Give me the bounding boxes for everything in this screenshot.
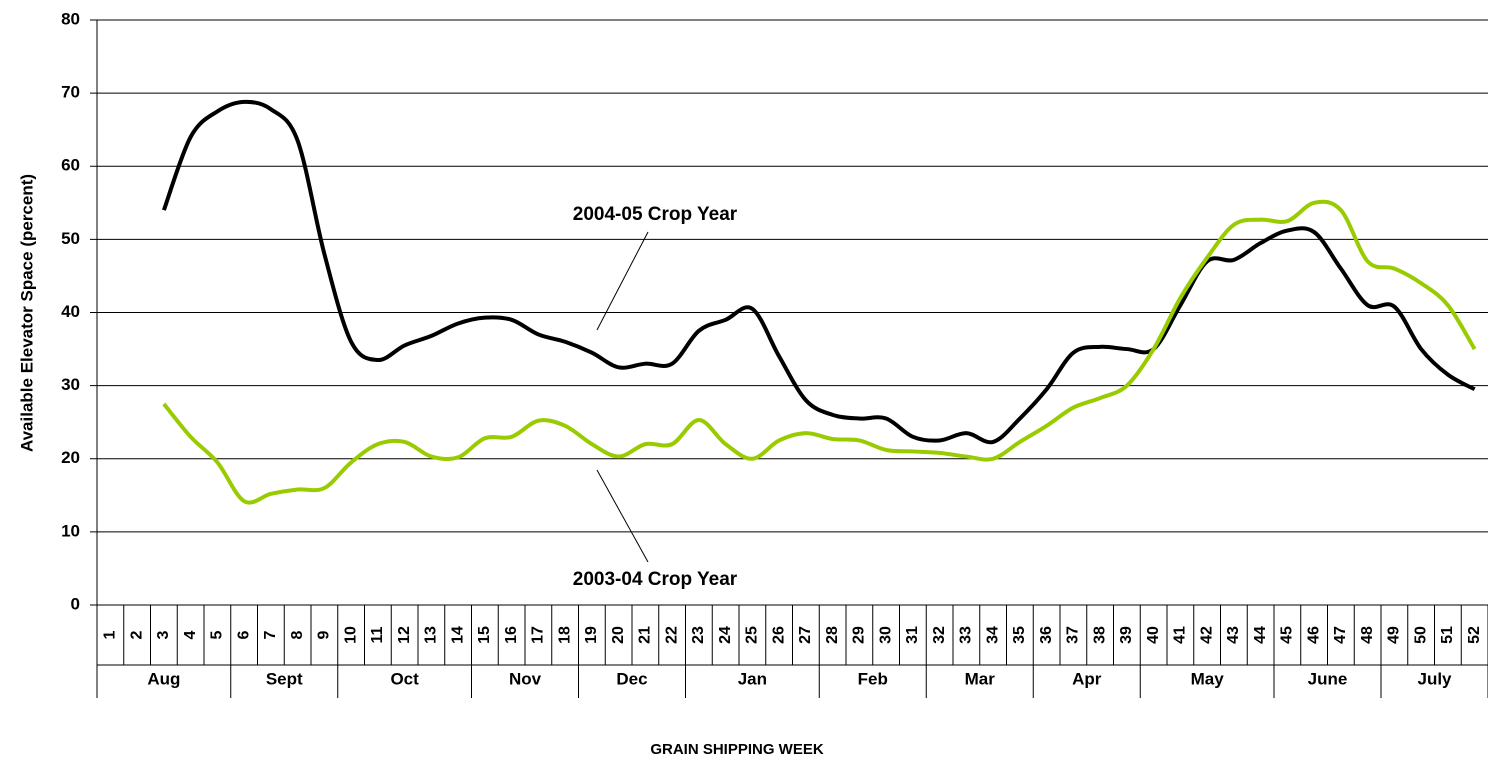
x-tick-label: 20 [610,626,627,644]
x-tick-label: 25 [744,626,761,644]
x-tick-label: 51 [1439,626,1456,644]
x-tick-label: 4 [182,630,199,639]
x-tick-label: 26 [770,626,787,644]
annotation: 2003-04 Crop Year [573,569,738,590]
x-tick-label: 44 [1252,626,1269,644]
x-tick-label: 48 [1359,626,1376,644]
x-tick-label: 12 [396,626,413,644]
x-tick-label: 18 [556,626,573,644]
x-tick-label: 21 [637,626,654,644]
x-tick-label: 47 [1332,626,1349,644]
x-tick-label: 3 [155,630,172,639]
x-tick-label: 6 [235,630,252,639]
leader-line [596,469,649,563]
series-line [161,99,1476,445]
x-tick-label: 11 [369,626,386,643]
x-tick-label: 16 [503,626,520,644]
x-tick-label: 7 [262,630,279,639]
leader-line [596,231,649,331]
x-tick-label: 29 [851,626,868,644]
y-tick-label: 0 [71,594,80,613]
x-tick-label: 34 [984,626,1001,644]
x-tick-label: 13 [423,626,440,644]
x-tick-label: 36 [1038,626,1055,644]
x-tick-label: 46 [1305,626,1322,644]
month-label: Jan [738,669,767,688]
y-tick-label: 50 [61,229,80,248]
y-tick-label: 10 [61,521,80,540]
x-tick-label: 5 [209,630,226,639]
x-tick-label: 52 [1466,626,1483,644]
x-tick-label: 33 [958,626,975,644]
x-tick-label: 24 [717,626,734,644]
x-tick-label: 27 [797,626,814,644]
x-tick-label: 17 [530,626,547,644]
x-tick-label: 50 [1412,626,1429,644]
x-tick-label: 45 [1279,626,1296,644]
x-tick-label: 32 [931,626,948,644]
month-label: June [1308,669,1348,688]
x-tick-label: 2 [128,630,145,639]
x-tick-label: 28 [824,626,841,644]
month-label: Feb [858,669,888,688]
x-tick-label: 9 [316,630,333,639]
month-label: Aug [147,669,180,688]
x-tick-label: 8 [289,630,306,639]
x-tick-label: 39 [1118,626,1135,644]
month-label: Nov [509,669,542,688]
annotation: 2004-05 Crop Year [573,204,738,225]
x-tick-label: 1 [102,630,119,639]
y-tick-label: 30 [61,375,80,394]
x-tick-label: 30 [877,626,894,644]
x-tick-label: 31 [904,626,921,644]
x-tick-label: 49 [1386,626,1403,644]
x-tick-label: 40 [1145,626,1162,644]
y-tick-label: 40 [61,302,80,321]
x-tick-label: 41 [1172,626,1189,644]
x-tick-label: 15 [476,626,493,644]
x-tick-label: 22 [663,626,680,644]
x-tick-label: 37 [1065,626,1082,644]
month-label: July [1417,669,1452,688]
month-label: Dec [616,669,647,688]
y-tick-label: 80 [61,9,80,28]
x-tick-label: 35 [1011,626,1028,644]
month-label: Oct [390,669,419,688]
x-axis-label: GRAIN SHIPPING WEEK [650,741,824,758]
x-tick-label: 14 [449,626,466,644]
y-tick-label: 20 [61,448,80,467]
x-tick-label: 43 [1225,626,1242,644]
x-tick-label: 42 [1198,626,1215,644]
x-tick-label: 10 [342,626,359,644]
month-label: May [1191,669,1225,688]
series-line [162,199,1477,505]
month-label: Apr [1072,669,1102,688]
y-axis-label: Available Elevator Space (percent) [17,174,36,452]
x-tick-label: 23 [690,626,707,644]
month-label: Mar [965,669,996,688]
month-label: Sept [266,669,303,688]
x-tick-label: 19 [583,626,600,644]
y-tick-label: 70 [61,83,80,102]
x-tick-label: 38 [1091,626,1108,644]
y-tick-label: 60 [61,156,80,175]
